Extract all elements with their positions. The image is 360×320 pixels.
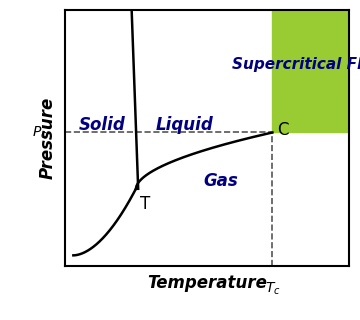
Text: C: C [278, 121, 289, 140]
Text: Supercritical Fluid: Supercritical Fluid [232, 57, 360, 72]
Text: $T_c$: $T_c$ [265, 281, 280, 297]
Text: $P_c$: $P_c$ [32, 124, 48, 141]
Text: Solid: Solid [78, 116, 125, 134]
X-axis label: Temperature: Temperature [147, 274, 267, 292]
Text: Liquid: Liquid [156, 116, 213, 134]
Text: Gas: Gas [204, 172, 239, 190]
Text: T: T [140, 195, 150, 213]
Bar [273, 10, 349, 132]
Y-axis label: Pressure: Pressure [39, 96, 57, 179]
